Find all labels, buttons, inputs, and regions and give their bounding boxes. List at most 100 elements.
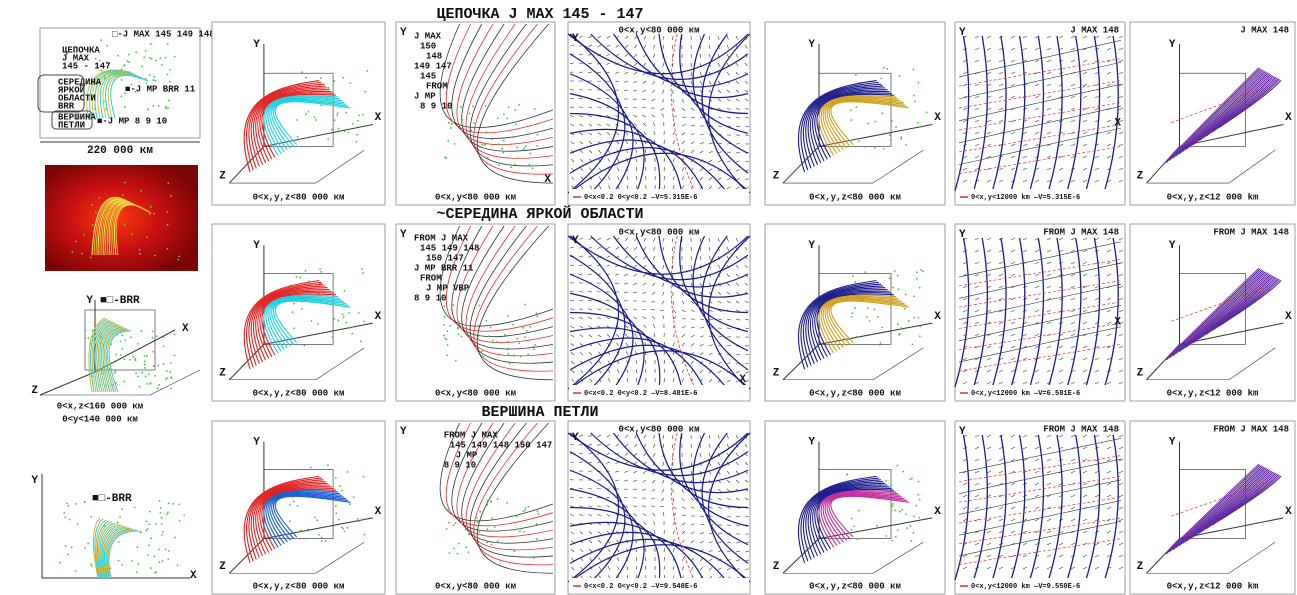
arrow <box>606 62 611 65</box>
dot <box>317 323 320 325</box>
arrow <box>726 515 731 518</box>
arrow <box>615 273 620 276</box>
dot <box>897 288 900 291</box>
curve <box>89 70 133 119</box>
arrow <box>962 155 968 159</box>
arrow <box>663 350 665 356</box>
arrow <box>652 53 656 58</box>
arrow <box>699 116 704 119</box>
dot <box>346 527 349 529</box>
line <box>958 517 1122 545</box>
dot <box>126 60 129 63</box>
panel-header: J MAX 148 <box>1240 25 1289 35</box>
dot <box>327 138 330 141</box>
arrow <box>634 521 638 526</box>
arrow <box>1070 119 1076 123</box>
arrow <box>717 300 722 304</box>
arrow <box>1082 309 1088 313</box>
dot <box>909 478 912 481</box>
dot <box>100 39 102 42</box>
dot <box>913 295 915 298</box>
curve <box>269 98 345 151</box>
arrow <box>580 185 584 190</box>
dot <box>536 538 538 540</box>
arrow <box>1082 179 1088 183</box>
curve <box>658 33 749 115</box>
arrow <box>606 264 611 267</box>
dot <box>169 371 172 373</box>
arrow <box>1010 167 1016 171</box>
dot <box>148 523 150 526</box>
curve <box>708 33 751 194</box>
panel-header: FROM J MAX 148 <box>1213 424 1289 434</box>
axis-label: Z <box>773 368 780 380</box>
arrow <box>615 479 620 481</box>
dot <box>512 528 515 531</box>
arrow <box>642 282 647 286</box>
curve <box>805 285 884 365</box>
dot <box>320 270 323 273</box>
dot <box>487 335 490 338</box>
arrow <box>717 533 723 535</box>
arrow <box>690 566 694 571</box>
curve <box>274 300 351 343</box>
dot <box>153 75 156 78</box>
arrow <box>1034 494 1040 498</box>
arrow <box>652 122 656 127</box>
dot <box>911 477 913 480</box>
dot <box>356 133 359 136</box>
dot <box>516 337 519 340</box>
arrow <box>662 282 665 287</box>
arrow <box>653 237 656 242</box>
dot <box>443 324 445 326</box>
curve <box>991 237 1007 388</box>
arrow <box>643 62 647 67</box>
arrow <box>735 255 739 260</box>
dot <box>891 505 894 508</box>
arrow <box>1082 131 1088 135</box>
caption-bg <box>569 578 749 593</box>
curve <box>1010 237 1026 388</box>
dot <box>146 554 149 556</box>
dot <box>919 325 922 328</box>
dot <box>74 240 77 243</box>
caption-bg <box>397 189 554 204</box>
curve <box>1189 469 1270 540</box>
dot <box>123 181 126 184</box>
arrow <box>690 125 696 127</box>
arrow <box>596 98 602 100</box>
arrow <box>633 255 638 260</box>
arrow <box>661 98 665 103</box>
dot <box>324 540 327 542</box>
arrow <box>717 151 722 154</box>
dot <box>453 547 456 550</box>
arrow <box>1106 470 1112 474</box>
arrow <box>672 246 674 251</box>
arrow <box>1082 369 1088 373</box>
arrow <box>635 167 638 172</box>
arrow <box>735 186 740 190</box>
curve <box>99 522 116 579</box>
arrow <box>579 496 584 499</box>
arrow <box>624 89 629 92</box>
dot <box>527 505 530 508</box>
arrow <box>735 35 738 40</box>
arrow <box>974 470 980 474</box>
arrow <box>634 246 638 251</box>
note: ОБЛАСТИ <box>58 93 96 103</box>
arrow <box>589 378 593 383</box>
curve <box>1179 467 1266 546</box>
arrow <box>1022 47 1028 51</box>
caption: 0<x,y,z<80 000 км <box>253 581 345 591</box>
axis-label: Y <box>1169 240 1176 252</box>
arrow <box>726 98 731 102</box>
arrow <box>681 522 686 526</box>
arrow <box>579 325 584 329</box>
arrow <box>974 381 980 385</box>
arrow <box>986 446 992 450</box>
dot <box>158 499 161 502</box>
arrow <box>1118 458 1124 462</box>
dot <box>896 323 899 326</box>
arrow <box>606 106 611 109</box>
dot <box>518 104 521 106</box>
